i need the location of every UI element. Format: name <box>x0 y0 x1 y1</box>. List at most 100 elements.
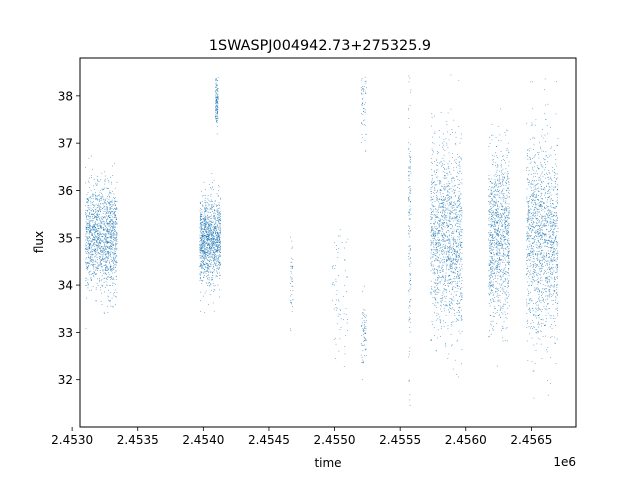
data-point <box>450 243 452 245</box>
data-point <box>437 266 439 267</box>
data-point <box>434 201 436 202</box>
data-point <box>495 291 497 293</box>
data-point <box>333 308 335 310</box>
data-point <box>439 183 440 185</box>
data-point <box>89 290 91 291</box>
data-point <box>102 236 104 237</box>
data-point <box>452 286 454 288</box>
data-point <box>97 237 99 238</box>
data-point <box>93 272 95 274</box>
data-point <box>449 266 451 268</box>
data-point <box>447 264 448 266</box>
data-point <box>92 213 94 215</box>
data-point <box>203 257 204 259</box>
data-point <box>204 269 205 271</box>
data-point <box>208 230 209 232</box>
data-point <box>205 266 207 268</box>
data-point <box>219 219 221 220</box>
data-point <box>203 240 205 242</box>
data-point <box>201 224 203 226</box>
data-point <box>208 271 209 273</box>
data-point <box>91 250 92 252</box>
data-point <box>361 356 363 358</box>
data-point <box>505 238 506 240</box>
data-point <box>86 194 88 195</box>
data-point <box>452 289 453 291</box>
data-point <box>111 204 113 205</box>
data-point <box>218 268 220 269</box>
data-point <box>114 187 116 189</box>
data-point <box>98 234 100 235</box>
data-point <box>455 267 457 268</box>
data-point <box>103 269 105 271</box>
data-point <box>507 187 509 189</box>
data-point <box>219 262 221 264</box>
data-point <box>494 214 496 216</box>
data-point <box>93 259 95 261</box>
data-point <box>216 99 217 100</box>
data-point <box>451 178 453 179</box>
data-point <box>500 217 501 219</box>
data-point <box>431 243 433 244</box>
data-point <box>207 236 209 237</box>
data-point <box>99 279 101 281</box>
data-point <box>207 265 209 267</box>
data-point <box>97 265 99 266</box>
data-point <box>116 236 118 238</box>
data-point <box>114 198 115 199</box>
data-point <box>88 215 89 217</box>
data-point <box>88 272 90 274</box>
data-point <box>218 190 220 191</box>
data-point <box>201 245 203 247</box>
data-point <box>101 198 103 200</box>
data-point <box>97 244 98 246</box>
data-point <box>363 120 364 122</box>
data-point <box>364 76 366 78</box>
data-point <box>505 239 507 240</box>
data-point <box>436 294 438 295</box>
data-point <box>101 254 103 256</box>
data-point <box>451 268 453 270</box>
data-point <box>88 200 89 202</box>
data-point <box>454 159 455 161</box>
data-point <box>90 260 91 262</box>
data-point <box>214 262 215 263</box>
data-point <box>107 201 108 202</box>
data-point <box>106 212 108 214</box>
data-point <box>459 274 461 276</box>
data-point <box>210 195 212 197</box>
data-point <box>110 228 112 230</box>
data-point <box>449 275 451 277</box>
data-point <box>208 242 210 244</box>
data-point <box>460 292 462 293</box>
data-point <box>435 228 436 229</box>
data-point <box>457 273 458 275</box>
data-point <box>100 256 101 258</box>
data-point <box>93 224 94 226</box>
data-point <box>410 322 412 324</box>
data-point <box>103 227 105 229</box>
data-point <box>211 247 213 249</box>
data-point <box>496 246 497 247</box>
data-point <box>208 217 209 218</box>
data-point <box>204 211 205 212</box>
data-point <box>105 209 107 210</box>
data-point <box>217 85 218 87</box>
data-point <box>219 222 221 224</box>
data-point <box>89 231 91 233</box>
data-point <box>449 203 451 205</box>
data-point <box>436 217 437 218</box>
data-point <box>450 268 451 269</box>
data-point <box>107 295 109 297</box>
data-point <box>461 318 462 320</box>
data-point <box>203 250 205 251</box>
data-point <box>207 260 209 261</box>
data-point <box>90 190 92 192</box>
data-point <box>110 265 111 267</box>
data-point <box>108 252 110 254</box>
data-point <box>110 268 112 270</box>
data-point <box>97 232 99 234</box>
data-point <box>447 185 449 186</box>
data-point <box>202 261 204 263</box>
data-point <box>501 337 503 339</box>
